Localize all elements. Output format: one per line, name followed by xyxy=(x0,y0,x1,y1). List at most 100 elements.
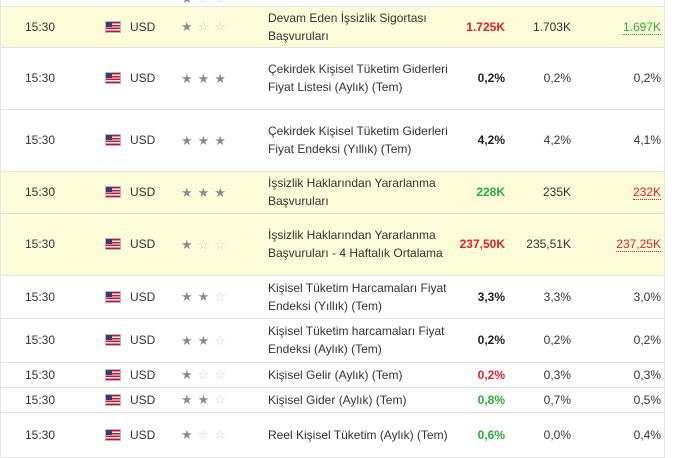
event-name-link[interactable]: Kişisel Gider (Aylık) (Tem) xyxy=(268,392,407,407)
currency-code: USD xyxy=(130,71,156,85)
star-filled-icon: ★ xyxy=(214,184,226,200)
table-row-partial: ★ ☆ ☆ xyxy=(1,0,664,7)
event-name-link[interactable]: İşsizlik Haklarından Yararlanma Başvurul… xyxy=(268,228,443,260)
event-name-link[interactable]: Kişisel Gelir (Aylık) (Tem) xyxy=(268,367,403,382)
star-filled-icon: ★ xyxy=(181,70,193,86)
importance-stars: ★ ★ ★ xyxy=(181,134,268,147)
star-empty-icon: ☆ xyxy=(214,0,226,5)
actual-value: 0,6% xyxy=(448,412,505,458)
star-filled-icon: ★ xyxy=(181,332,193,348)
event-name-link[interactable]: Kişisel Tüketim Harcamaları Fiyat Endeks… xyxy=(268,280,447,313)
table-row[interactable]: 15:30 USD ★ ☆ ☆ Reel Kişisel Tüketim (Aylık) … xyxy=(1,412,664,458)
star-filled-icon: ★ xyxy=(214,70,226,86)
previous-value: 0,3% xyxy=(633,367,661,382)
star-empty-icon: ☆ xyxy=(214,332,226,348)
star-filled-icon: ★ xyxy=(197,184,210,200)
table-row[interactable]: 15:30 USD ★ ★ ★ Çekirdek Kişisel Tüketim Gide… xyxy=(1,47,664,110)
us-flag-icon xyxy=(105,134,121,146)
table-row[interactable]: 15:30 USD ★ ★ ☆ Kişisel Tüketim harcamaları F… xyxy=(1,318,664,363)
actual-value: 0,8% xyxy=(448,387,505,413)
forecast-value: 235,51K xyxy=(505,213,571,276)
table-row[interactable]: 15:30 USD ★ ☆ ☆ Devam Eden İşsizlik Sigortası… xyxy=(1,7,664,48)
currency-code: USD xyxy=(130,185,156,199)
importance-stars: ★ ★ ☆ xyxy=(181,334,268,347)
importance-stars: ★ ★ ★ xyxy=(181,186,268,199)
star-filled-icon: ★ xyxy=(181,367,193,382)
forecast-value: 235K xyxy=(505,171,571,214)
table-row[interactable]: 15:30 USD ★ ★ ★ Çekirdek Kişisel Tüketim Gide… xyxy=(1,109,664,172)
event-time: 15:30 xyxy=(1,47,105,110)
star-filled-icon: ★ xyxy=(181,427,193,442)
event-time: 15:30 xyxy=(1,109,105,172)
event-time: 15:30 xyxy=(1,362,105,388)
star-empty-icon: ☆ xyxy=(214,19,226,35)
star-empty-icon: ☆ xyxy=(197,236,210,252)
event-name-link[interactable]: Çekirdek Kişisel Tüketim Giderleri Fiyat… xyxy=(268,62,448,94)
event-name-link[interactable]: Çekirdek Kişisel Tüketim Giderleri Fiyat… xyxy=(268,124,448,156)
actual-value: 0,2% xyxy=(448,318,505,363)
forecast-value: 0,7% xyxy=(505,387,571,413)
previous-value: 0,2% xyxy=(633,333,661,347)
event-time: 15:30 xyxy=(1,275,105,319)
star-filled-icon: ★ xyxy=(197,332,210,348)
star-filled-icon: ★ xyxy=(214,132,226,148)
star-filled-icon: ★ xyxy=(197,289,210,304)
importance-stars: ★ ☆ ☆ xyxy=(181,238,268,251)
event-time: 15:30 xyxy=(1,171,105,214)
us-flag-icon xyxy=(105,20,121,33)
star-empty-icon: ☆ xyxy=(197,427,210,442)
star-filled-icon: ★ xyxy=(181,392,193,407)
star-empty-icon: ☆ xyxy=(214,236,226,252)
star-filled-icon: ★ xyxy=(181,0,193,5)
event-time: 15:30 xyxy=(1,213,105,276)
currency-code: USD xyxy=(130,367,156,382)
forecast-value: 0,2% xyxy=(505,47,571,110)
event-time: 15:30 xyxy=(1,7,105,48)
us-flag-icon xyxy=(105,72,121,84)
currency-code: USD xyxy=(130,133,156,147)
star-empty-icon: ☆ xyxy=(214,367,226,382)
forecast-value: 0,3% xyxy=(505,362,571,388)
us-flag-icon xyxy=(105,368,121,381)
currency-code: USD xyxy=(130,237,156,251)
previous-value: 1.697K xyxy=(622,19,661,35)
currency-code: USD xyxy=(130,392,156,407)
actual-value: 3,3% xyxy=(448,275,505,319)
previous-value: 237,25K xyxy=(616,237,661,252)
table-row[interactable]: 15:30 USD ★ ☆ ☆ Kişisel Gelir (Aylık) (Tem) 0,… xyxy=(1,362,664,388)
table-row[interactable]: 15:30 USD ★ ★ ★ İşsizlik Haklarından Yararlan… xyxy=(1,171,664,214)
event-name-link[interactable]: Kişisel Tüketim harcamaları Fiyat Endeks… xyxy=(268,324,445,356)
us-flag-icon xyxy=(105,393,121,406)
star-filled-icon: ★ xyxy=(181,236,193,252)
star-empty-icon: ☆ xyxy=(197,367,210,382)
star-filled-icon: ★ xyxy=(197,70,210,86)
importance-stars: ★ ★ ☆ xyxy=(181,290,268,303)
star-filled-icon: ★ xyxy=(197,392,210,407)
importance-stars: ★ ☆ ☆ xyxy=(181,368,268,381)
table-row[interactable]: 15:30 USD ★ ☆ ☆ İşsizlik Haklarından Yararlan… xyxy=(1,213,664,276)
star-empty-icon: ☆ xyxy=(197,19,210,35)
currency-code: USD xyxy=(130,19,156,34)
event-name-link[interactable]: Devam Eden İşsizlik Sigortası Başvurular… xyxy=(268,10,427,43)
event-time: 15:30 xyxy=(1,412,105,458)
table-row[interactable]: 15:30 USD ★ ★ ☆ Kişisel Tüketim Harcamaları F… xyxy=(1,275,664,319)
event-time: 15:30 xyxy=(1,387,105,413)
event-name-link[interactable]: İşsizlik Haklarından Yararlanma Başvurul… xyxy=(268,176,436,208)
previous-value: 0,4% xyxy=(633,427,661,442)
forecast-value: 0,2% xyxy=(505,318,571,363)
previous-value: 0,2% xyxy=(633,71,661,85)
us-flag-icon xyxy=(105,428,121,441)
us-flag-icon xyxy=(105,334,121,346)
importance-stars: ★ ☆ ☆ xyxy=(181,20,268,33)
currency-code: USD xyxy=(130,427,156,442)
event-name-link[interactable]: Reel Kişisel Tüketim (Aylık) (Tem) xyxy=(268,427,448,442)
table-row[interactable]: 15:30 USD ★ ★ ☆ Kişisel Gider (Aylık) (Tem) 0,… xyxy=(1,387,664,413)
star-filled-icon: ★ xyxy=(181,132,193,148)
us-flag-icon xyxy=(105,186,121,198)
previous-value: 0,5% xyxy=(633,392,661,407)
economic-calendar-table: 15:30 USD ★ ☆ ☆ Devam Eden İşsizlik Sigortası… xyxy=(1,7,664,458)
star-filled-icon: ★ xyxy=(197,132,210,148)
previous-value: 232K xyxy=(632,185,661,200)
actual-value: 0,2% xyxy=(448,362,505,388)
